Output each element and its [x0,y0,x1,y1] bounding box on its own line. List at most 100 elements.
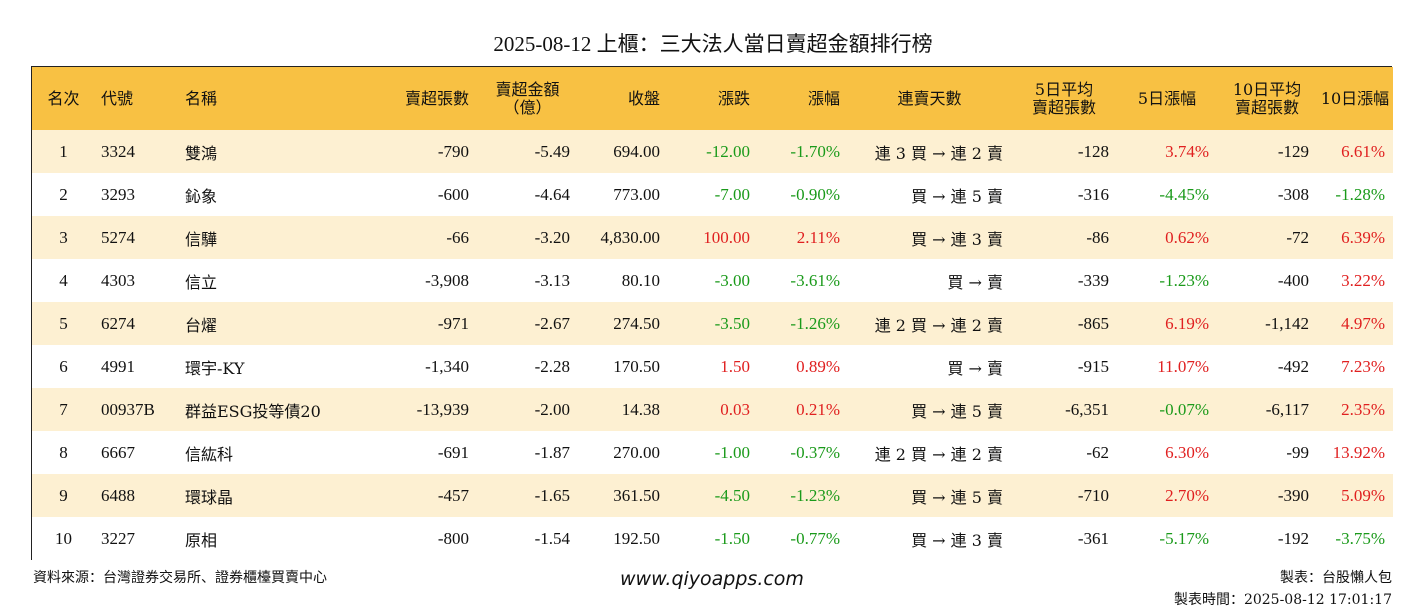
cell-close: 270.00 [613,442,660,462]
header-close: 收盤 [627,88,660,108]
cell-change-pct: -0.90% [790,184,840,204]
cell-sell-shares: -13,939 [416,399,469,419]
table-row: 1 3324 雙鴻 -790 -5.49 694.00 -12.00 -1.70% 連 3 買 … [32,130,1393,173]
cell-close: 170.50 [613,356,660,376]
cell-avg10: -192 [1277,528,1309,548]
website-link[interactable]: www.qiyoapps.com [620,568,804,590]
cell-avg5: -361 [1077,528,1109,548]
cell-pct5: -4.45% [1159,184,1209,204]
cell-change-pct: -1.26% [790,313,840,333]
cell-sell-shares: -691 [437,442,469,462]
header-pct5: 5日漲幅 [1137,88,1197,108]
cell-close: 361.50 [613,485,660,505]
cell-change: -7.00 [714,184,750,204]
cell-sell-shares: -457 [437,485,469,505]
cell-pct10: 7.23% [1341,356,1385,376]
cell-avg5: -62 [1086,442,1109,462]
cell-change: -3.50 [714,313,750,333]
cell-streak: 連 2 買 → 連 2 賣 [874,315,1003,335]
header-sell-amount-line2: （億） [503,97,552,117]
cell-sell-amount: -1.65 [534,485,570,505]
cell-sell-shares: -800 [437,528,469,548]
cell-name: 信立 [185,272,218,292]
cell-sell-amount: -2.00 [534,399,570,419]
cell-close: 4,830.00 [600,227,661,247]
cell-change-pct: -1.70% [790,141,840,161]
cell-avg10: -1,142 [1265,313,1309,333]
cell-rank: 8 [59,442,68,462]
header-avg5-line2: 賣超張數 [1031,97,1096,117]
cell-rank: 6 [59,356,68,376]
cell-code: 3324 [101,141,135,161]
cell-code: 3293 [101,184,135,204]
cell-streak: 連 3 買 → 連 2 賣 [874,143,1003,163]
table-row: 6 4991 環宇-KY -1,340 -2.28 170.50 1.50 0.89% 買 → … [32,345,1393,388]
cell-pct10: -3.75% [1335,528,1385,548]
cell-sell-amount: -3.20 [534,227,570,247]
cell-name: 原相 [185,530,218,550]
cell-change: -1.00 [714,442,750,462]
cell-pct5: 6.19% [1165,313,1209,333]
cell-name: 信紘科 [185,444,234,464]
cell-sell-amount: -5.49 [534,141,570,161]
cell-avg10: -492 [1277,356,1309,376]
cell-close: 80.10 [621,270,660,290]
cell-sell-shares: -790 [437,141,469,161]
cell-streak: 連 2 買 → 連 2 賣 [874,444,1003,464]
table-row: 10 3227 原相 -800 -1.54 192.50 -1.50 -0.77% 買 → 連 … [32,517,1393,560]
cell-pct5: 11.07% [1157,356,1209,376]
cell-avg5: -316 [1077,184,1109,204]
header-avg5: 5日平均 賣超張數 [1011,67,1117,130]
cell-pct10: 5.09% [1341,485,1385,505]
cell-name: 鈊象 [185,186,218,206]
header-avg5-line1: 5日平均 [1034,79,1094,99]
cell-change-pct: -1.23% [790,485,840,505]
cell-code: 00937B [101,399,155,419]
cell-sell-shares: -66 [446,227,469,247]
cell-change-pct: -0.37% [790,442,840,462]
cell-streak: 買 → 連 3 賣 [911,530,1003,550]
cell-pct5: 6.30% [1165,442,1209,462]
cell-streak: 買 → 連 5 賣 [911,401,1003,421]
cell-sell-amount: -1.54 [534,528,570,548]
cell-pct5: 3.74% [1165,141,1209,161]
cell-avg5: -710 [1077,485,1109,505]
header-rank: 名次 [47,88,80,108]
table-row: 9 6488 環球晶 -457 -1.65 361.50 -4.50 -1.23% 買 → 連 … [32,474,1393,517]
cell-avg5: -128 [1077,141,1109,161]
cell-sell-amount: -1.87 [534,442,570,462]
cell-sell-shares: -600 [437,184,469,204]
cell-code: 4303 [101,270,135,290]
cell-change-pct: 0.21% [796,399,840,419]
cell-avg10: -308 [1277,184,1309,204]
source-note: 資料來源：台灣證券交易所、證券櫃檯買賣中心 [33,570,327,586]
table-row: 4 4303 信立 -3,908 -3.13 80.10 -3.00 -3.61% 買 → 賣 -… [32,259,1393,302]
header-sell-shares: 賣超張數 [404,88,469,108]
cell-streak: 買 → 連 3 賣 [911,229,1003,249]
cell-change: -4.50 [714,485,750,505]
cell-sell-amount: -2.28 [534,356,570,376]
cell-pct5: -0.07% [1159,399,1209,419]
cell-close: 694.00 [613,141,660,161]
cell-name: 雙鴻 [185,143,218,163]
header-avg10-line2: 賣超張數 [1234,97,1299,117]
table-body: 1 3324 雙鴻 -790 -5.49 694.00 -12.00 -1.70% 連 3 買 … [32,130,1393,560]
header-avg10: 10日平均 賣超張數 [1217,67,1317,130]
cell-streak: 買 → 賣 [947,272,1003,292]
cell-rank: 10 [55,528,72,548]
cell-sell-shares: -971 [437,313,469,333]
cell-change: -1.50 [714,528,750,548]
table-row: 2 3293 鈊象 -600 -4.64 773.00 -7.00 -0.90% 買 → 連 5… [32,173,1393,216]
cell-avg10: -390 [1277,485,1309,505]
cell-sell-amount: -2.67 [534,313,570,333]
cell-rank: 4 [59,270,68,290]
cell-change: 1.50 [720,356,750,376]
cell-name: 環球晶 [185,487,234,507]
cell-pct5: -1.23% [1159,270,1209,290]
cell-change-pct: -0.77% [790,528,840,548]
cell-avg10: -400 [1277,270,1309,290]
cell-sell-amount: -4.64 [534,184,570,204]
cell-avg5: -915 [1077,356,1109,376]
cell-change-pct: 0.89% [796,356,840,376]
cell-code: 3227 [101,528,135,548]
